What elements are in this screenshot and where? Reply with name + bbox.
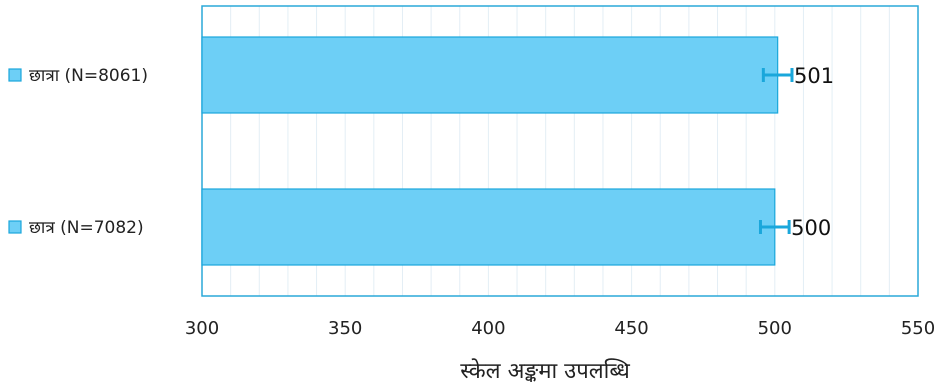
plot-frame bbox=[201, 5, 919, 297]
category-swatch bbox=[8, 68, 22, 82]
data-label: 500 bbox=[791, 216, 831, 240]
x-axis-title: स्केल अङ्कमा उपलब्धि bbox=[460, 358, 630, 384]
category-label: छात्र (N=7082) bbox=[29, 218, 144, 238]
data-label: 501 bbox=[794, 64, 834, 88]
error-bars-group bbox=[758, 68, 794, 234]
category-label: छात्रा (N=8061) bbox=[29, 66, 148, 86]
x-tick-label: 500 bbox=[758, 318, 792, 339]
data-labels-group: 501 500 bbox=[791, 64, 834, 240]
x-tick-label: 400 bbox=[471, 318, 505, 339]
x-tick-label: 550 bbox=[901, 318, 935, 339]
x-tick-labels-group: 300 350 400 450 500 550 bbox=[185, 318, 935, 339]
bar bbox=[201, 36, 779, 114]
category-swatch bbox=[8, 220, 22, 234]
x-tick-label: 450 bbox=[614, 318, 648, 339]
x-tick-label: 350 bbox=[328, 318, 362, 339]
bar bbox=[201, 188, 776, 266]
category-labels-group: छात्रा (N=8061) छात्र (N=7082) bbox=[8, 66, 148, 238]
x-tick-label: 300 bbox=[185, 318, 219, 339]
bars-group bbox=[201, 36, 779, 266]
